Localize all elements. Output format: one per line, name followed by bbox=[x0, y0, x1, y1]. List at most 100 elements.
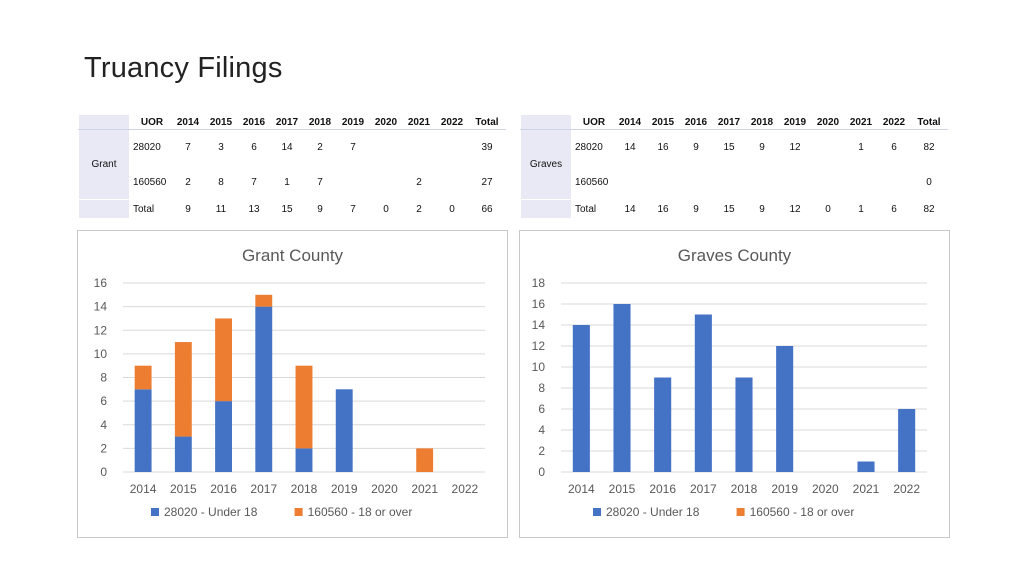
table-cell bbox=[646, 164, 680, 200]
group-label: Grant bbox=[78, 129, 130, 200]
header-cell: 2018 bbox=[745, 114, 779, 130]
bar-series1 bbox=[898, 409, 916, 472]
x-tick-label: 2017 bbox=[250, 482, 277, 496]
table-cell bbox=[877, 164, 911, 200]
bar-series1 bbox=[735, 377, 753, 472]
table-cell: 15 bbox=[712, 199, 746, 219]
table-header-row: UOR 2014 2015 2016 2017 2018 2019 2020 2… bbox=[78, 114, 506, 130]
table-total-row: Total 9 11 13 15 9 7 0 2 0 66 bbox=[78, 199, 506, 219]
table-cell bbox=[402, 129, 436, 165]
table-cell: 28020 bbox=[129, 129, 172, 165]
x-tick-label: 2014 bbox=[130, 482, 157, 496]
header-cell: 2020 bbox=[369, 114, 403, 130]
table-cell: 15 bbox=[270, 199, 304, 219]
table-cell: 2 bbox=[402, 199, 436, 219]
header-cell: 2015 bbox=[646, 114, 680, 130]
header-cell: 2018 bbox=[303, 114, 337, 130]
y-tick-label: 6 bbox=[538, 402, 545, 416]
table-cell: 160560 bbox=[571, 164, 614, 200]
bar-series1 bbox=[174, 436, 192, 472]
table-cell: 66 bbox=[468, 199, 506, 219]
table-cell: 15 bbox=[712, 129, 746, 165]
table-cell: 39 bbox=[468, 129, 506, 165]
bar-series1 bbox=[134, 389, 152, 472]
bar-series1 bbox=[613, 304, 631, 472]
x-tick-label: 2020 bbox=[371, 482, 398, 496]
table-cell: 12 bbox=[778, 199, 812, 219]
bar-series2 bbox=[134, 365, 152, 390]
bar-series1 bbox=[654, 377, 672, 472]
table-row: Grant 28020 7 3 6 14 2 7 39 bbox=[78, 129, 506, 200]
table-cell: 28020 bbox=[571, 129, 614, 165]
header-cell: 2017 bbox=[712, 114, 746, 130]
x-tick-label: 2019 bbox=[771, 482, 798, 496]
table-cell: Total bbox=[571, 199, 614, 219]
x-tick-label: 2015 bbox=[609, 482, 636, 496]
header-cell: UOR bbox=[571, 114, 614, 130]
y-tick-label: 8 bbox=[100, 371, 107, 385]
table-cell bbox=[811, 164, 845, 200]
x-tick-label: 2018 bbox=[291, 482, 318, 496]
legend-swatch bbox=[294, 508, 303, 516]
header-cell: 2014 bbox=[613, 114, 647, 130]
bar-series2 bbox=[174, 342, 192, 437]
table-cell: 0 bbox=[369, 199, 403, 219]
table-cell: Total bbox=[129, 199, 172, 219]
table-cell: 27 bbox=[468, 164, 506, 200]
y-tick-label: 4 bbox=[100, 418, 107, 432]
table-cell: 2 bbox=[303, 129, 337, 165]
table-cell bbox=[778, 164, 812, 200]
y-tick-label: 10 bbox=[94, 347, 108, 361]
table-cell: 1 bbox=[270, 164, 304, 200]
header-cell: 2015 bbox=[204, 114, 238, 130]
table-cell: 7 bbox=[237, 164, 271, 200]
table-cell: 82 bbox=[910, 199, 948, 219]
y-tick-label: 0 bbox=[538, 465, 545, 479]
header-cell: 2021 bbox=[402, 114, 436, 130]
legend-swatch bbox=[151, 508, 159, 516]
x-tick-label: 2016 bbox=[649, 482, 676, 496]
y-tick-label: 12 bbox=[532, 339, 546, 353]
table-cell bbox=[745, 164, 779, 200]
header-cell: Total bbox=[910, 114, 948, 130]
x-tick-label: 2022 bbox=[452, 482, 479, 496]
bar-series1 bbox=[295, 448, 313, 472]
table-cell: 16 bbox=[646, 199, 680, 219]
table-cell: 13 bbox=[237, 199, 271, 219]
legend-label: 160560 - 18 or over bbox=[308, 505, 413, 519]
bar-series1 bbox=[572, 325, 590, 472]
table-cell: 14 bbox=[613, 129, 647, 165]
y-tick-label: 4 bbox=[538, 423, 545, 437]
legend-label: 160560 - 18 or over bbox=[750, 505, 855, 519]
table-cell: 7 bbox=[336, 129, 370, 165]
legend-swatch bbox=[736, 508, 745, 516]
table-cell bbox=[435, 129, 469, 165]
table-cell: 1 bbox=[844, 129, 878, 165]
x-tick-label: 2022 bbox=[893, 482, 920, 496]
table-cell bbox=[435, 164, 469, 200]
table-cell: 0 bbox=[435, 199, 469, 219]
table-cell: 6 bbox=[877, 129, 911, 165]
table-header-row: UOR 2014 2015 2016 2017 2018 2019 2020 2… bbox=[520, 114, 948, 130]
x-tick-label: 2020 bbox=[812, 482, 839, 496]
table-cell: 9 bbox=[745, 199, 779, 219]
y-tick-label: 14 bbox=[532, 318, 546, 332]
header-cell: 2022 bbox=[435, 114, 469, 130]
table-row: Graves 28020 14 16 9 15 9 12 1 6 82 bbox=[520, 129, 948, 200]
group-spacer bbox=[78, 199, 130, 219]
table-cell: 9 bbox=[679, 199, 713, 219]
table-cell bbox=[369, 164, 403, 200]
header-cell: 2017 bbox=[270, 114, 304, 130]
table-cell: 0 bbox=[910, 164, 948, 200]
table-cell: 0 bbox=[811, 199, 845, 219]
table-cell bbox=[369, 129, 403, 165]
y-tick-label: 10 bbox=[532, 360, 546, 374]
header-cell: 2016 bbox=[679, 114, 713, 130]
table-row: 160560 2 8 7 1 7 2 27 bbox=[79, 164, 506, 200]
bar-series2 bbox=[416, 448, 434, 472]
grant-county-chart: Grant County 0 2 4 6 8 10 12 14 16 2014 2015 2016 201… bbox=[94, 246, 485, 519]
legend-label: 28020 - Under 18 bbox=[164, 505, 258, 519]
header-cell: 2019 bbox=[778, 114, 812, 130]
page-title: Truancy Filings bbox=[84, 52, 283, 84]
x-tick-label: 2018 bbox=[731, 482, 758, 496]
